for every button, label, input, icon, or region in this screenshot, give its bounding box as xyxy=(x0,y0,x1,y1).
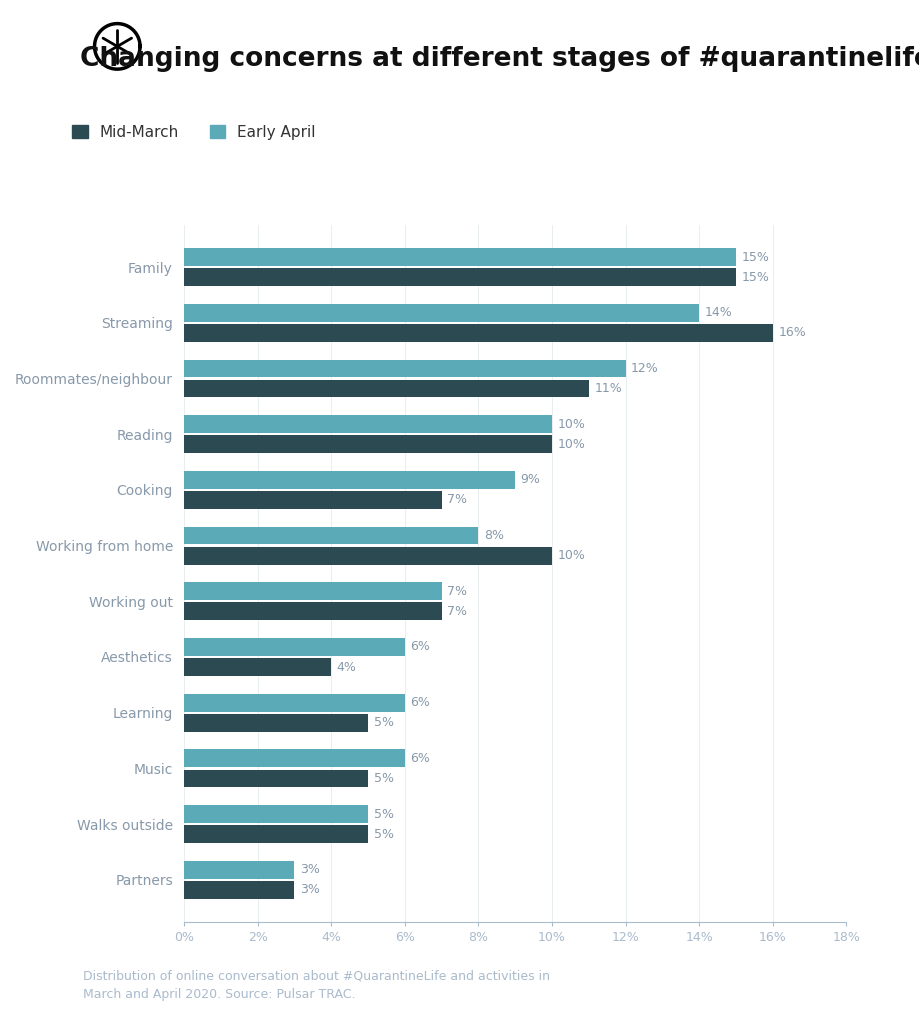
Text: 6%: 6% xyxy=(410,696,430,710)
Text: 9%: 9% xyxy=(520,473,540,486)
Text: 11%: 11% xyxy=(594,382,621,395)
Text: 8%: 8% xyxy=(483,529,504,542)
Text: 16%: 16% xyxy=(777,327,805,339)
Text: 12%: 12% xyxy=(630,361,658,375)
Bar xyxy=(184,714,368,731)
Bar xyxy=(184,750,404,767)
Text: 10%: 10% xyxy=(557,549,584,562)
Bar xyxy=(184,248,735,266)
Text: 7%: 7% xyxy=(447,605,467,617)
Text: Distribution of online conversation about #QuarantineLife and activities in
Marc: Distribution of online conversation abou… xyxy=(83,970,550,1001)
Bar xyxy=(184,380,588,397)
Text: 4%: 4% xyxy=(336,660,357,674)
Text: 5%: 5% xyxy=(373,716,393,729)
Bar xyxy=(184,658,331,676)
Text: 7%: 7% xyxy=(447,585,467,598)
Text: 6%: 6% xyxy=(410,640,430,653)
Bar xyxy=(184,324,772,342)
Text: 15%: 15% xyxy=(741,251,768,263)
Text: 5%: 5% xyxy=(373,827,393,841)
Text: 7%: 7% xyxy=(447,494,467,507)
Text: 5%: 5% xyxy=(373,808,393,820)
Bar xyxy=(184,805,368,823)
Legend: Mid-March, Early April: Mid-March, Early April xyxy=(73,125,315,140)
Text: 14%: 14% xyxy=(704,306,732,319)
Text: 3%: 3% xyxy=(300,884,320,896)
Text: 10%: 10% xyxy=(557,437,584,451)
Bar xyxy=(184,304,698,322)
Bar xyxy=(184,268,735,286)
Bar xyxy=(184,547,551,564)
Bar xyxy=(184,583,441,600)
Text: 3%: 3% xyxy=(300,863,320,877)
Bar xyxy=(184,602,441,621)
Bar xyxy=(184,359,625,378)
Text: 6%: 6% xyxy=(410,752,430,765)
Bar xyxy=(184,825,368,843)
Bar xyxy=(184,861,294,879)
Bar xyxy=(184,638,404,656)
Bar xyxy=(184,490,441,509)
Bar xyxy=(184,881,294,899)
Bar xyxy=(184,694,404,712)
Text: Changing concerns at different stages of #quarantinelife: Changing concerns at different stages of… xyxy=(80,46,919,72)
Bar xyxy=(184,416,551,433)
Bar xyxy=(184,435,551,453)
Text: 15%: 15% xyxy=(741,270,768,284)
Bar xyxy=(184,769,368,787)
Bar xyxy=(184,471,515,488)
Text: 5%: 5% xyxy=(373,772,393,785)
Text: 10%: 10% xyxy=(557,418,584,431)
Bar xyxy=(184,526,478,545)
